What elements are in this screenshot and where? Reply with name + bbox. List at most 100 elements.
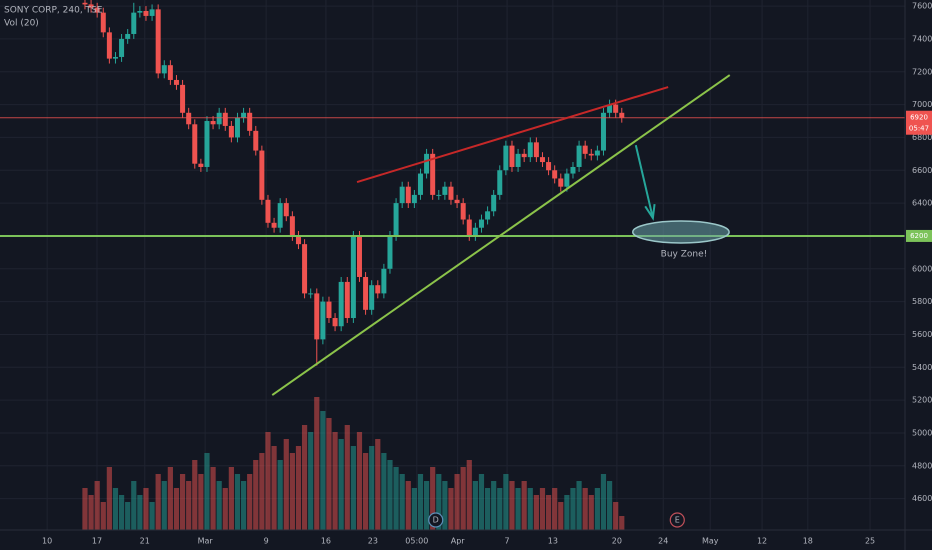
candle-body — [314, 293, 320, 340]
volume-bar — [417, 474, 424, 530]
volume-bar — [387, 460, 393, 530]
candle-body — [356, 235, 362, 277]
candle-body — [521, 153, 527, 158]
candle-body — [600, 112, 606, 151]
candle-body — [155, 9, 161, 74]
volume-bar — [564, 495, 570, 530]
candle-body — [539, 157, 545, 163]
candle-body — [241, 112, 247, 118]
candle-body — [204, 121, 210, 167]
candle-body — [198, 163, 204, 167]
candle-body — [582, 145, 588, 154]
candle-body — [442, 186, 448, 195]
y-tick-label: 6600 — [912, 166, 932, 175]
volume-bar — [411, 488, 417, 530]
y-tick-label: 7400 — [912, 34, 932, 43]
candle-body — [564, 173, 570, 187]
countdown-label: 05:47 — [909, 125, 929, 133]
candle-body — [289, 216, 295, 236]
volume-bar — [436, 474, 442, 530]
candle-body — [570, 166, 576, 174]
volume-bar — [271, 446, 277, 530]
y-tick-label: 5600 — [912, 330, 932, 339]
volume-bar — [613, 502, 619, 530]
volume-bar — [332, 432, 338, 530]
volume-bar — [576, 481, 582, 530]
candle-body — [399, 186, 405, 204]
volume-bar — [430, 467, 436, 530]
volume-bar — [265, 432, 271, 530]
candle-body — [326, 301, 332, 319]
event-label: E — [675, 516, 680, 525]
volume-bar — [112, 488, 119, 530]
volume-bar — [192, 460, 198, 530]
candle-body — [131, 12, 137, 34]
volume-bar — [131, 481, 137, 530]
volume-bar — [460, 467, 466, 530]
candle-body — [125, 33, 131, 39]
y-tick-label: 4600 — [912, 494, 932, 503]
candle-body — [594, 150, 600, 156]
candle-body — [381, 268, 387, 294]
volume-bar — [247, 474, 253, 530]
candle-layer — [82, 0, 625, 366]
price-tag — [906, 110, 932, 135]
candle-body — [192, 124, 198, 164]
candle-body — [363, 276, 369, 310]
x-tick-label: 18 — [803, 537, 813, 546]
x-tick-label: 21 — [140, 537, 150, 546]
volume-bar — [179, 474, 186, 530]
volume-bar — [204, 453, 210, 530]
candle-body — [94, 7, 100, 13]
candle-body — [186, 112, 192, 125]
event-label: D — [433, 516, 439, 525]
candle-body — [546, 162, 552, 171]
volume-bar — [259, 453, 265, 530]
candle-body — [485, 211, 491, 220]
volume-bar — [186, 481, 192, 530]
y-tick-label: 7000 — [912, 100, 932, 109]
candle-body — [466, 219, 472, 236]
volume-bar — [472, 481, 478, 530]
volume-bar — [198, 474, 204, 530]
y-tick-label: 6800 — [912, 133, 932, 142]
candle-body — [210, 121, 216, 125]
candle-body — [509, 145, 515, 167]
candle-body — [588, 153, 594, 156]
volume-bar — [100, 502, 106, 530]
candle-body — [558, 178, 564, 187]
candle-body — [173, 79, 179, 85]
volume-bar — [82, 488, 88, 530]
volume-bar — [509, 481, 515, 530]
candle-body — [448, 186, 454, 200]
candle-body — [295, 235, 301, 245]
candle-body — [527, 142, 533, 158]
volume-bar — [381, 453, 387, 530]
volume-bar — [228, 467, 234, 530]
candle-body — [283, 203, 289, 217]
price-tag — [906, 229, 932, 242]
x-tick-label: Apr — [451, 537, 466, 546]
volume-bar — [240, 481, 247, 530]
arrow — [634, 144, 654, 219]
volume-bar — [88, 495, 94, 530]
x-tick-label: 7 — [505, 537, 510, 546]
event-marker — [669, 512, 685, 528]
volume-bar — [515, 488, 521, 530]
x-tick-label: 16 — [321, 537, 331, 546]
volume-bar — [301, 425, 308, 530]
candle-body — [387, 235, 393, 269]
volume-bar — [253, 460, 259, 530]
volume-bar — [533, 495, 539, 530]
candle-body — [576, 145, 582, 167]
volume-bar — [405, 481, 411, 530]
y-tick-label: 7200 — [912, 67, 932, 76]
x-tick-label: 9 — [264, 537, 269, 546]
volume-bar — [454, 474, 460, 530]
candle-body — [119, 38, 125, 57]
volume-bar — [210, 467, 216, 530]
y-tick-label: 6400 — [912, 199, 932, 208]
y-tick-label: 6000 — [912, 264, 932, 273]
candle-body — [436, 194, 442, 196]
